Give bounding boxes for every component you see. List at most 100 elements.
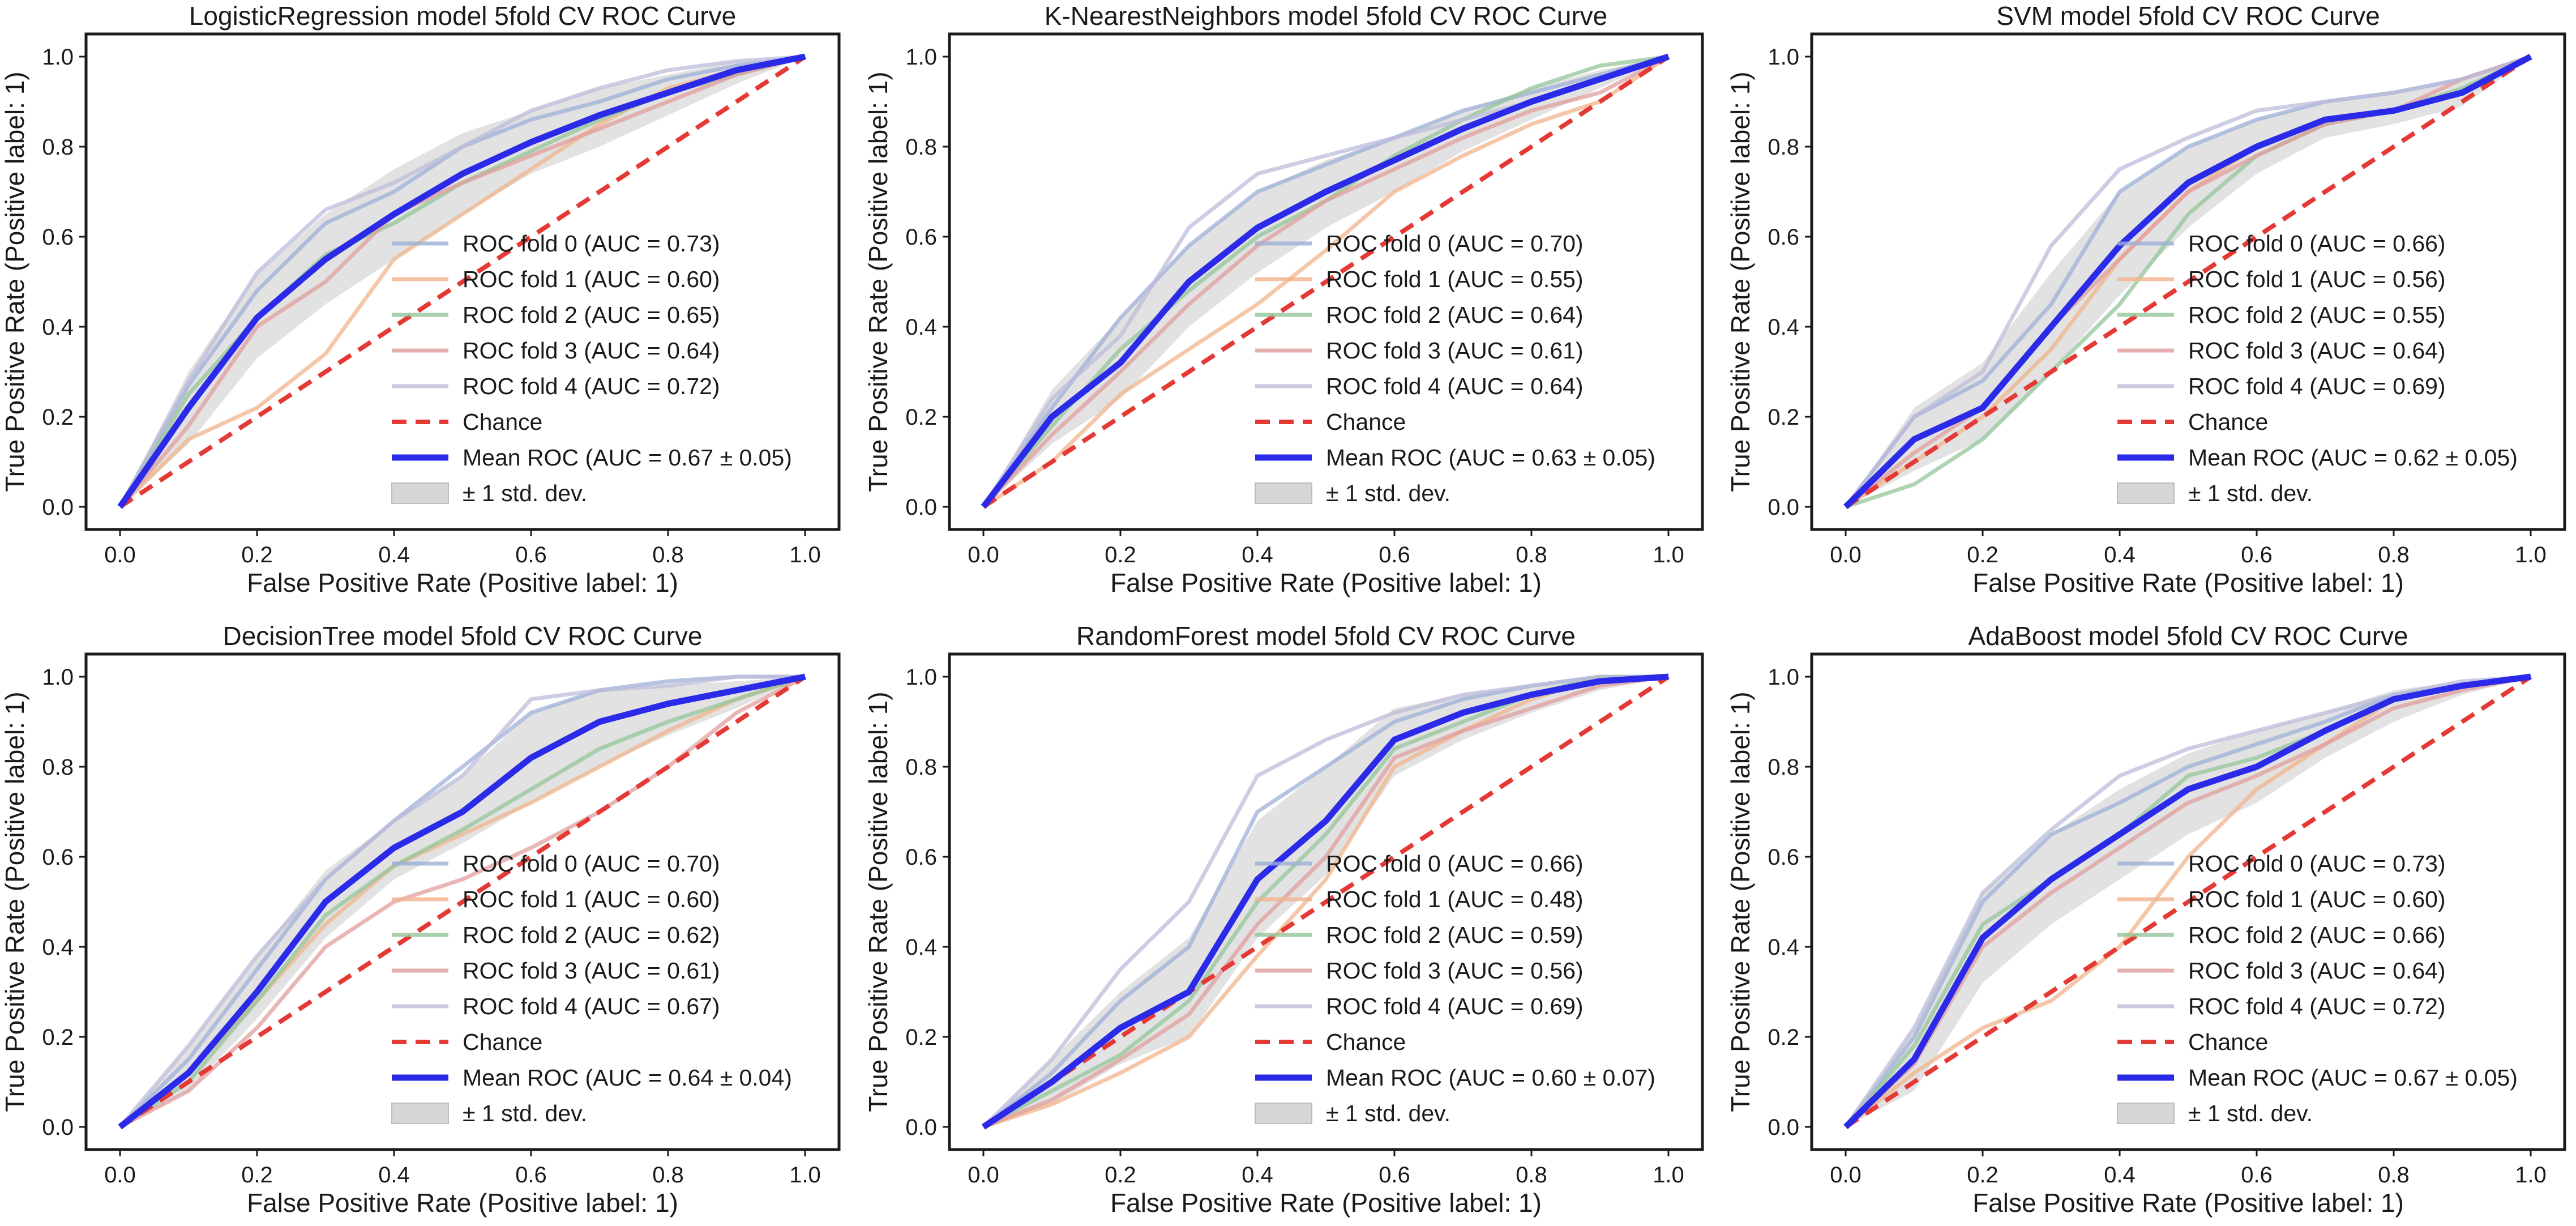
chance-line [118, 54, 807, 509]
y-tick-label: 1.0 [905, 45, 937, 70]
x-tick-label: 0.4 [1242, 542, 1273, 567]
legend-label: ROC fold 4 (AUC = 0.72) [2188, 993, 2446, 1019]
legend-label: ROC fold 3 (AUC = 0.64) [463, 338, 720, 364]
x-tick-label: 0.2 [1967, 542, 1999, 567]
roc-fold-3-line [982, 54, 1670, 509]
x-tick-label: 0.8 [2378, 1163, 2410, 1187]
legend-label: ROC fold 3 (AUC = 0.64) [2188, 958, 2446, 984]
legend-label: ROC fold 4 (AUC = 0.64) [1326, 373, 1584, 399]
x-tick-label: 0.0 [968, 1163, 999, 1187]
y-axis-label: True Positive Rate (Positive label: 1) [1726, 71, 1755, 492]
y-axis-label: True Positive Rate (Positive label: 1) [1726, 691, 1755, 1112]
legend-handle-std [1255, 482, 1312, 504]
x-tick-label: 0.2 [1967, 1163, 1999, 1187]
y-tick-label: 1.0 [1768, 45, 1799, 70]
y-tick-label: 1.0 [42, 665, 74, 690]
roc-panel-1: K-NearestNeighbors model 5fold CV ROC Cu… [863, 1, 1704, 597]
legend-label: ROC fold 0 (AUC = 0.73) [463, 230, 720, 257]
y-tick-label: 0.8 [42, 135, 74, 160]
legend-label: Mean ROC (AUC = 0.64 ± 0.04) [463, 1065, 792, 1091]
y-tick-label: 1.0 [42, 45, 74, 70]
y-axis-label: True Positive Rate (Positive label: 1) [863, 691, 893, 1112]
legend-label: ROC fold 3 (AUC = 0.56) [1326, 958, 1584, 984]
roc-panel-5: AdaBoost model 5fold CV ROC Curve 0.0 0.2 0… [1726, 621, 2566, 1218]
x-tick-label: 0.0 [104, 1163, 136, 1187]
legend-label: ± 1 std. dev. [2188, 480, 2313, 506]
legend-label: Chance [2188, 1029, 2268, 1055]
legend-label: ROC fold 0 (AUC = 0.66) [2188, 230, 2446, 257]
legend-label: ROC fold 0 (AUC = 0.70) [1326, 230, 1584, 257]
mean-roc-line [981, 673, 1669, 1130]
roc-fold-4-line [118, 674, 805, 1129]
legend-label: Mean ROC (AUC = 0.60 ± 0.07) [1326, 1065, 1655, 1091]
x-tick-label: 0.4 [378, 1163, 410, 1187]
x-axis-label: False Positive Rate (Positive label: 1) [247, 1188, 678, 1218]
x-tick-label: 1.0 [1653, 542, 1684, 567]
legend-label: Chance [463, 409, 542, 435]
x-tick-label: 0.8 [2378, 542, 2410, 567]
x-tick-label: 0.6 [1379, 542, 1410, 567]
legend-label: ROC fold 3 (AUC = 0.64) [2188, 338, 2446, 364]
y-tick-label: 1.0 [905, 665, 937, 690]
legend-label: ROC fold 0 (AUC = 0.73) [2188, 851, 2446, 877]
y-tick-label: 0.2 [1768, 405, 1799, 430]
y-tick-label: 0.4 [42, 935, 74, 960]
y-tick-label: 0.2 [905, 405, 937, 430]
x-tick-label: 1.0 [789, 542, 821, 567]
roc-panel-4: RandomForest model 5fold CV ROC Curve 0.0… [863, 621, 1704, 1218]
y-tick-label: 0.6 [42, 225, 74, 250]
axes-frame [948, 32, 1704, 531]
legend-label: ± 1 std. dev. [1326, 1100, 1450, 1126]
panel-title: DecisionTree model 5fold CV ROC Curve [222, 621, 702, 651]
legend-label: Mean ROC (AUC = 0.62 ± 0.05) [2188, 445, 2518, 471]
y-tick-label: 0.4 [1768, 315, 1799, 340]
y-tick-label: 0.4 [905, 935, 937, 960]
legend-label: ± 1 std. dev. [2188, 1100, 2313, 1126]
y-tick-label: 0.2 [905, 1025, 937, 1050]
x-tick-label: 0.6 [515, 1163, 547, 1187]
legend-label: Mean ROC (AUC = 0.67 ± 0.05) [463, 445, 792, 471]
y-axis-label: True Positive Rate (Positive label: 1) [0, 71, 29, 492]
mean-roc-line [981, 53, 1670, 509]
x-tick-label: 0.6 [515, 542, 547, 567]
y-tick-label: 0.4 [42, 315, 74, 340]
x-tick-label: 1.0 [789, 1163, 821, 1187]
legend-label: Chance [1326, 409, 1406, 435]
roc-panel-2: SVM model 5fold CV ROC Curve 0.0 0.2 0.4 0.6… [1726, 1, 2566, 597]
x-tick-label: 0.4 [2104, 542, 2136, 567]
roc-fold-3-line [119, 674, 806, 1129]
x-tick-label: 0.8 [652, 542, 684, 567]
legend-label: ROC fold 1 (AUC = 0.60) [463, 266, 720, 292]
legend-label: ROC fold 0 (AUC = 0.66) [1326, 851, 1584, 877]
y-tick-label: 0.6 [905, 225, 937, 250]
legend-label: ROC fold 4 (AUC = 0.69) [2188, 373, 2446, 399]
panel-title: SVM model 5fold CV ROC Curve [1996, 1, 2380, 31]
y-tick-label: 0.6 [1768, 845, 1799, 870]
y-tick-label: 0.6 [905, 845, 937, 870]
legend-label: ROC fold 4 (AUC = 0.72) [463, 373, 720, 399]
legend-label: Chance [1326, 1029, 1406, 1055]
chance-line [1844, 54, 2532, 509]
x-tick-label: 0.6 [2241, 542, 2273, 567]
chance-line [982, 674, 1670, 1129]
y-tick-label: 0.6 [42, 845, 74, 870]
y-tick-label: 0.0 [42, 1115, 74, 1140]
roc-fold-1-line [982, 55, 1670, 509]
legend-label: ROC fold 1 (AUC = 0.60) [2188, 886, 2446, 912]
roc-panel-0: LogisticRegression model 5fold CV ROC Cu… [0, 1, 841, 597]
legend-label: Mean ROC (AUC = 0.67 ± 0.05) [2188, 1065, 2518, 1091]
chance-line [1844, 674, 2532, 1129]
y-tick-label: 0.8 [905, 135, 937, 160]
x-tick-label: 0.0 [968, 542, 999, 567]
roc-fold-0-line [118, 674, 805, 1129]
y-tick-label: 1.0 [1768, 665, 1799, 690]
roc-fold-3-line [1844, 674, 2531, 1129]
mean-roc-line [1843, 54, 2532, 509]
x-tick-label: 0.2 [1105, 1163, 1136, 1187]
y-tick-label: 0.8 [1768, 135, 1799, 160]
x-tick-label: 1.0 [2515, 542, 2547, 567]
y-axis-label: True Positive Rate (Positive label: 1) [863, 71, 893, 492]
y-tick-label: 0.0 [1768, 1115, 1799, 1140]
panel-title: RandomForest model 5fold CV ROC Curve [1076, 621, 1576, 651]
